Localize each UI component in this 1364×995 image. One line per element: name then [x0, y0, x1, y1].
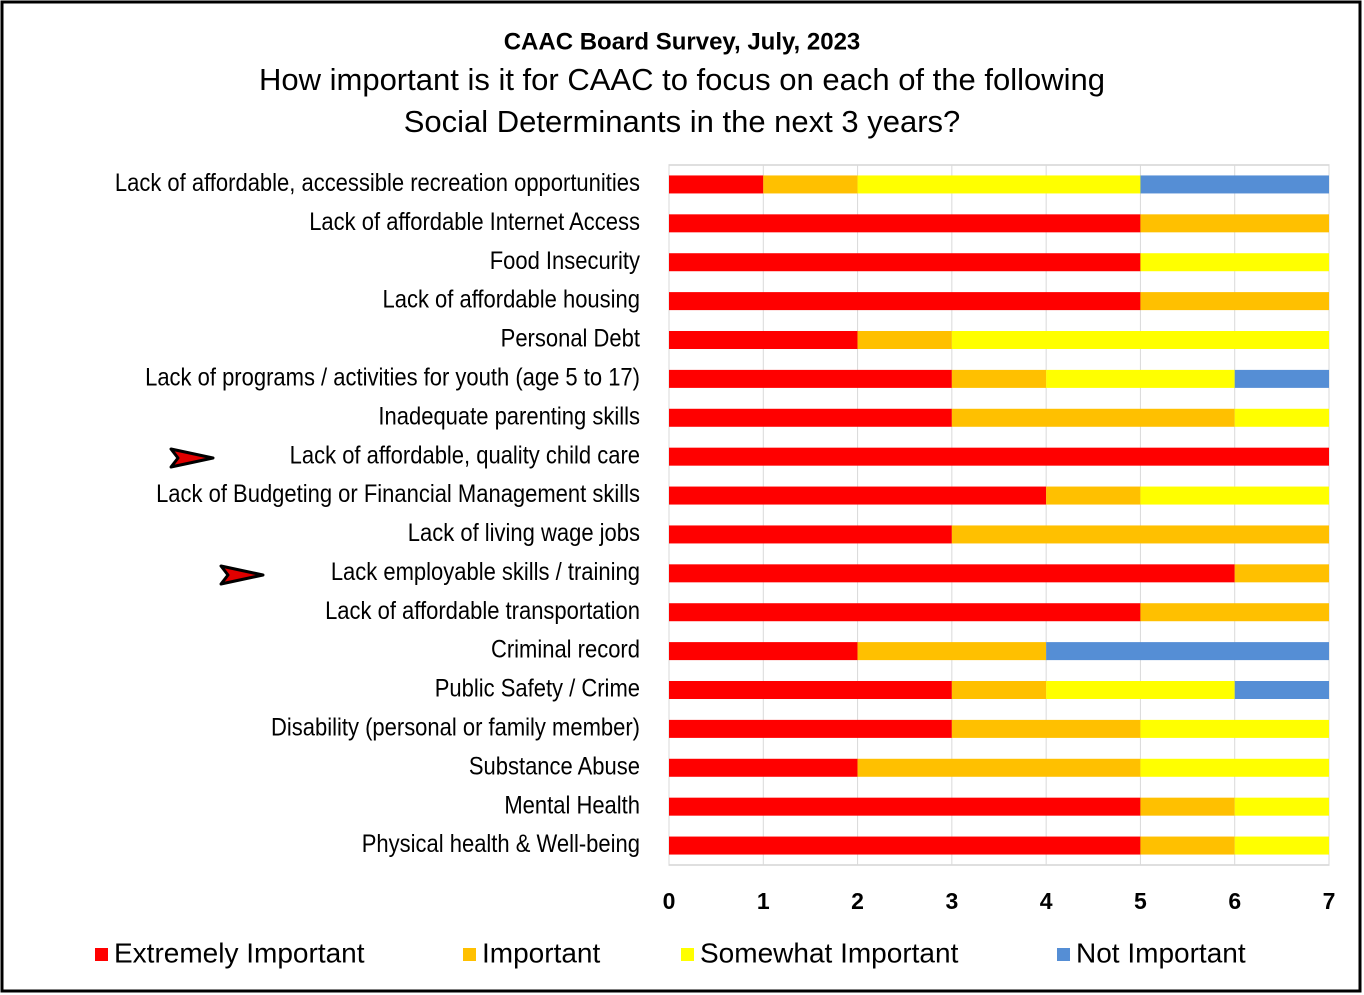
bar-segment	[1234, 836, 1329, 855]
x-tick-label: 1	[757, 888, 770, 914]
y-tick-label: Lack employable skills / training	[331, 558, 640, 586]
bar-segment	[857, 758, 1141, 777]
bar-segment	[1046, 369, 1235, 388]
y-tick-label: Physical health & Well-being	[362, 830, 640, 858]
chart-title: CAAC Board Survey, July, 2023	[504, 28, 861, 55]
legend-swatch	[463, 948, 476, 961]
bar-segment	[669, 331, 858, 349]
bar-segment	[1140, 253, 1329, 272]
y-tick-label: Lack of affordable transportation	[325, 597, 640, 625]
bar-segment	[1140, 292, 1329, 311]
bar-segment	[857, 175, 1141, 194]
bar-segment	[669, 564, 1235, 583]
y-tick-label: Lack of affordable, accessible recreatio…	[115, 169, 640, 197]
x-tick-label: 7	[1323, 888, 1336, 914]
bar-segment	[1234, 369, 1329, 388]
arrow-icon	[169, 447, 215, 469]
y-tick-label: Lack of affordable, quality child care	[290, 441, 640, 469]
bar-segment	[1140, 603, 1329, 622]
bar-segment	[669, 719, 952, 738]
bar-segment	[669, 253, 1141, 272]
bar-segment	[1234, 564, 1329, 583]
bar-segment	[1234, 408, 1329, 427]
bar-segment	[669, 603, 1141, 622]
bar-segment	[1140, 797, 1235, 816]
chart-subtitle: How important is it for CAAC to focus on…	[259, 62, 1105, 97]
bar-segment	[763, 175, 858, 194]
bar-segment	[669, 408, 952, 427]
bar-segment	[669, 758, 858, 777]
bar-segment	[1046, 486, 1141, 505]
y-tick-label: Criminal record	[491, 635, 640, 663]
y-tick-label: Lack of living wage jobs	[408, 519, 640, 547]
y-tick-label: Mental Health	[504, 791, 640, 819]
y-tick-label: Substance Abuse	[469, 752, 640, 780]
chart-subtitle: Social Determinants in the next 3 years?	[404, 104, 961, 139]
bar-segment	[951, 681, 1047, 699]
legend-label: Important	[482, 937, 600, 968]
x-tick-label: 6	[1228, 888, 1241, 914]
bar-segment	[951, 331, 1329, 349]
bar-segment	[669, 797, 1141, 816]
bar-segment	[1140, 758, 1329, 777]
x-tick-label: 2	[851, 888, 864, 914]
category-labels: Lack of affordable, accessible recreatio…	[115, 169, 641, 858]
bar-segment	[1140, 836, 1235, 855]
legend-label: Not Important	[1076, 937, 1246, 968]
legend-swatch	[95, 948, 108, 961]
bar-segment	[1140, 719, 1329, 738]
bar-segment	[951, 369, 1047, 388]
legend-swatch	[1057, 948, 1070, 961]
bar-segment	[669, 836, 1141, 855]
bar-segment	[1140, 486, 1329, 505]
legend-label: Somewhat Important	[700, 937, 959, 968]
legend-label: Extremely Important	[114, 937, 365, 968]
plot-area	[668, 164, 1330, 866]
bar-segment	[669, 486, 1047, 505]
bar-segment	[1234, 681, 1329, 699]
bar-segment	[1140, 214, 1329, 233]
y-tick-label: Public Safety / Crime	[435, 674, 640, 702]
bar-segment	[669, 447, 1329, 466]
y-tick-label: Lack of affordable housing	[383, 285, 640, 313]
x-tick-label: 4	[1040, 888, 1053, 914]
bar-segment	[951, 719, 1141, 738]
bar-segment	[857, 642, 1047, 661]
arrow-icon	[219, 564, 265, 586]
bar-segment	[669, 525, 952, 544]
bar-segment	[1140, 175, 1329, 194]
bar-segment	[857, 331, 952, 349]
bar-segment	[669, 175, 764, 194]
bar-segment	[1046, 642, 1329, 661]
legend-swatch	[681, 948, 694, 961]
bar-segment	[669, 642, 858, 661]
x-tick-label: 0	[663, 888, 676, 914]
x-tick-label: 5	[1134, 888, 1147, 914]
y-tick-label: Inadequate parenting skills	[378, 402, 640, 430]
bar-segment	[951, 525, 1329, 544]
bar-segment	[669, 214, 1141, 233]
y-tick-label: Disability (personal or family member)	[271, 713, 640, 741]
bar-segment	[669, 681, 952, 699]
x-tick-label: 3	[945, 888, 958, 914]
bar-segment	[951, 408, 1235, 427]
bar-segment	[1234, 797, 1329, 816]
y-tick-label: Lack of programs / activities for youth …	[145, 363, 640, 391]
y-tick-label: Lack of affordable Internet Access	[309, 208, 640, 236]
bar-segment	[669, 292, 1141, 311]
y-tick-label: Lack of Budgeting or Financial Managemen…	[156, 480, 640, 508]
y-tick-label: Food Insecurity	[490, 247, 641, 275]
bar-segment	[1046, 681, 1235, 699]
y-tick-label: Personal Debt	[501, 324, 641, 352]
bar-segment	[669, 369, 952, 388]
